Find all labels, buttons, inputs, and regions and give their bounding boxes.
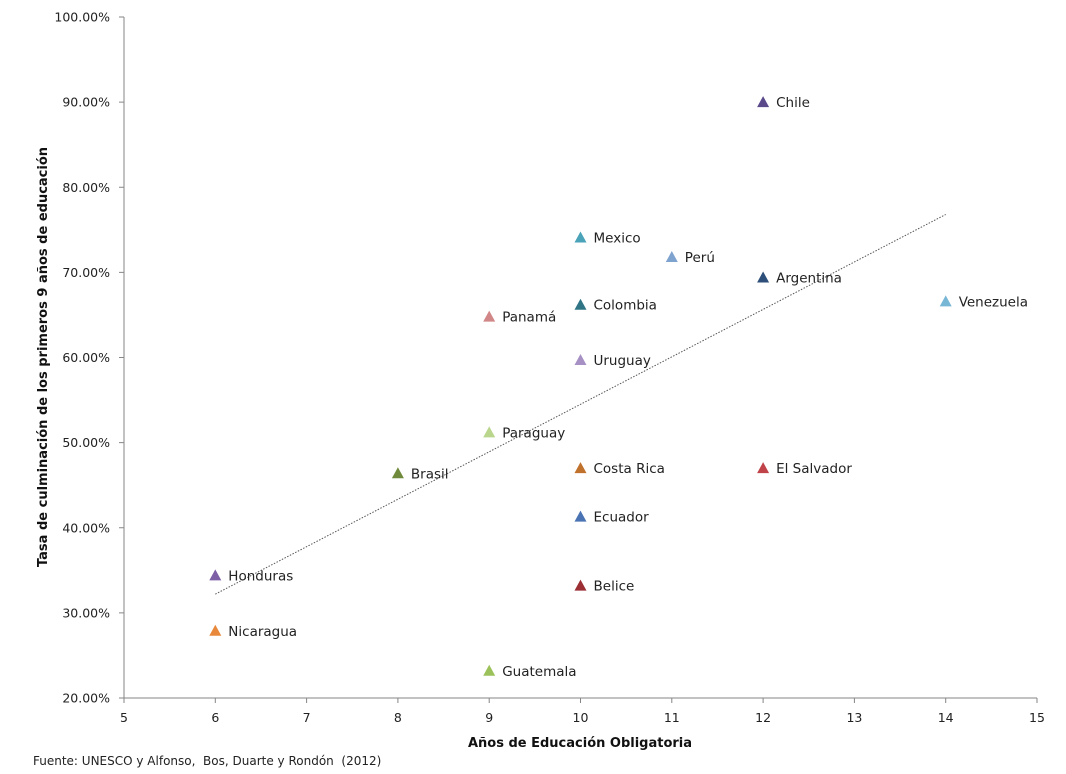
triangle-marker — [574, 579, 587, 591]
point-label: Brasil — [411, 466, 449, 482]
point-label: Panamá — [502, 310, 556, 326]
x-tick-label: 5 — [120, 710, 128, 725]
trendline-group — [215, 214, 946, 595]
data-point: Uruguay — [574, 353, 651, 369]
point-label: Argentina — [776, 270, 842, 286]
y-tick-label: 20.00% — [62, 691, 110, 706]
x-tick-label: 11 — [664, 710, 680, 725]
x-tick-label: 12 — [755, 710, 771, 725]
data-point: El Salvador — [757, 461, 852, 477]
data-point: Panamá — [483, 310, 556, 326]
triangle-marker — [757, 271, 770, 283]
data-points: Chile Mexico Perú Argentina Venezuela Colombi… — [209, 95, 1028, 680]
point-label: Chile — [776, 95, 810, 111]
x-tick-label: 15 — [1029, 710, 1045, 725]
triangle-marker — [391, 467, 404, 479]
y-tick-label: 30.00% — [62, 605, 110, 620]
point-label: Uruguay — [594, 353, 651, 369]
x-tick-label: 14 — [938, 710, 954, 725]
x-tick-label: 6 — [211, 710, 219, 725]
y-tick-label: 70.00% — [62, 265, 110, 280]
triangle-marker — [574, 510, 587, 522]
point-label: Guatemala — [502, 664, 576, 680]
data-point: Guatemala — [483, 664, 577, 680]
data-point: Belice — [574, 579, 635, 595]
source-note: Fuente: UNESCO y Alfonso, Bos, Duarte y … — [33, 754, 381, 768]
data-point: Chile — [757, 95, 810, 111]
triangle-marker — [574, 462, 587, 474]
data-point: Costa Rica — [574, 461, 665, 477]
triangle-marker — [574, 354, 587, 366]
triangle-marker — [665, 251, 678, 263]
triangle-marker — [483, 664, 496, 676]
point-label: El Salvador — [776, 461, 852, 477]
y-tick-label: 90.00% — [62, 95, 110, 110]
y-tick-label: 60.00% — [62, 350, 110, 365]
point-label: Mexico — [594, 230, 641, 246]
x-tick-label: 9 — [485, 710, 493, 725]
x-axis-title: Años de Educación Obligatoria — [468, 736, 692, 751]
y-ticks: 20.00% 30.00% 40.00% 50.00% 60.00% 70.00% 80.0… — [54, 10, 124, 706]
triangle-marker — [939, 295, 952, 307]
trendline — [215, 214, 946, 595]
data-point: Mexico — [574, 230, 641, 246]
point-label: Belice — [594, 579, 635, 595]
y-axis-title: Tasa de culminación de los primeros 9 añ… — [36, 147, 51, 567]
point-label: Colombia — [594, 298, 657, 314]
triangle-marker — [574, 231, 587, 243]
point-label: Nicaragua — [228, 624, 297, 640]
triangle-marker — [574, 298, 587, 310]
point-label: Paraguay — [502, 425, 565, 441]
data-point: Argentina — [757, 270, 842, 286]
x-tick-label: 7 — [303, 710, 311, 725]
data-point: Colombia — [574, 298, 657, 314]
data-point: Ecuador — [574, 510, 650, 526]
y-tick-label: 80.00% — [62, 180, 110, 195]
data-point: Honduras — [209, 568, 293, 584]
data-point: Nicaragua — [209, 624, 297, 640]
triangle-marker — [757, 96, 770, 108]
point-label: Costa Rica — [594, 461, 665, 477]
data-point: Perú — [665, 250, 715, 266]
data-point: Paraguay — [483, 425, 565, 441]
point-label: Perú — [685, 250, 715, 266]
triangle-marker — [209, 569, 222, 581]
data-point: Brasil — [391, 466, 449, 482]
triangle-marker — [483, 310, 496, 322]
x-tick-label: 8 — [394, 710, 402, 725]
x-tick-label: 13 — [846, 710, 862, 725]
point-label: Honduras — [228, 568, 293, 584]
y-tick-label: 50.00% — [62, 435, 110, 450]
point-label: Venezuela — [959, 294, 1028, 310]
point-label: Ecuador — [594, 510, 650, 526]
x-tick-label: 10 — [573, 710, 589, 725]
y-tick-label: 100.00% — [54, 10, 110, 25]
triangle-marker — [483, 426, 496, 438]
y-tick-label: 40.00% — [62, 520, 110, 535]
x-ticks: 5 6 7 8 9 10 11 12 13 14 15 — [120, 698, 1045, 725]
triangle-marker — [757, 462, 770, 474]
triangle-marker — [209, 624, 222, 636]
data-point: Venezuela — [939, 294, 1028, 310]
